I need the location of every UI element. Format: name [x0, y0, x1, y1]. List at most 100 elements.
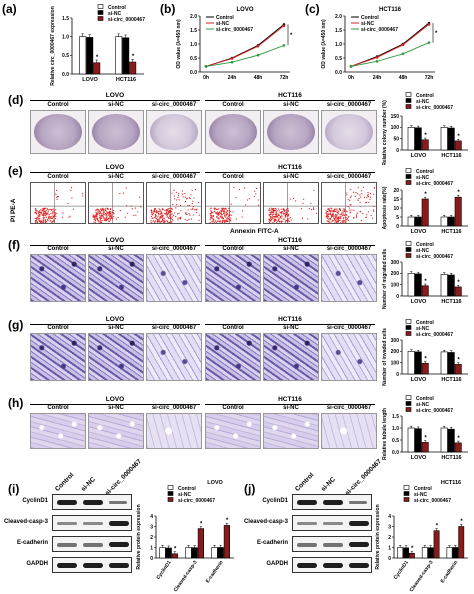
significance-mark: *	[174, 547, 177, 553]
blot-label-gapdh-j: GAPDH	[266, 561, 288, 567]
flow-event	[359, 201, 361, 203]
flow-event	[184, 219, 186, 221]
legend-swatch	[405, 168, 412, 173]
flow-event	[109, 215, 111, 218]
tube-image-hct-sinc	[263, 413, 319, 449]
flow-event	[172, 219, 174, 221]
y-tick-label: 15	[393, 197, 399, 203]
y-axis-label: OD value (λ=450 nm)	[176, 19, 182, 69]
bar	[191, 547, 198, 559]
y-tick-label: 3	[150, 524, 153, 530]
flow-event	[280, 212, 283, 214]
flow-event	[82, 195, 84, 197]
flow-event	[119, 192, 121, 195]
x-tick-label: E-cadherin	[205, 560, 225, 585]
flow-event	[108, 213, 110, 215]
blot-label-gapdh-i: GAPDH	[26, 561, 48, 567]
flow-event	[103, 219, 105, 222]
flow-event	[373, 205, 375, 208]
tube-image-lovo-sicirc	[146, 413, 202, 449]
flow-event	[164, 209, 166, 212]
flow-event	[171, 216, 173, 218]
flow-event	[196, 211, 198, 214]
flow-event	[230, 220, 232, 222]
flow-event	[335, 210, 337, 212]
data-point	[230, 57, 234, 60]
flow-event	[157, 211, 159, 213]
flow-event	[219, 215, 221, 217]
flow-event	[277, 219, 280, 221]
flow-event	[215, 212, 217, 214]
legend-swatch	[405, 325, 412, 330]
flow-event	[107, 212, 109, 215]
blot-strip-cyclind1-i	[52, 494, 132, 510]
blot-strip-ecad-i	[52, 536, 132, 552]
flow-event	[213, 222, 215, 223]
flow-event	[34, 217, 36, 219]
flow-event	[235, 197, 237, 199]
flow-event	[103, 208, 105, 210]
flow-event	[35, 209, 37, 212]
flow-event	[106, 217, 108, 219]
y-tick-label: 0.5	[190, 56, 197, 62]
legend-label: si-circ_0000467	[108, 17, 145, 23]
bar	[421, 362, 429, 375]
flow-event	[171, 207, 173, 210]
flow-event	[215, 208, 218, 211]
x-tick-label: LOVO	[411, 377, 427, 383]
flow-event	[45, 210, 47, 212]
flow-event	[345, 216, 347, 219]
bar	[447, 127, 455, 151]
flow-event	[350, 188, 352, 191]
flow-event	[98, 210, 100, 212]
flow-event	[341, 220, 343, 223]
flow-event	[179, 218, 182, 220]
legend-swatch	[405, 319, 412, 324]
col-control-hct-h: Control	[222, 405, 244, 411]
flow-event	[164, 222, 166, 223]
header-lovo-h: LOVO	[105, 396, 125, 403]
invasion-image-hct-sinc	[263, 333, 319, 381]
legend-label: si-NC	[108, 11, 121, 17]
flow-event	[332, 214, 334, 216]
flow-event	[225, 213, 227, 215]
col-control-hct-g: Control	[222, 325, 244, 331]
flow-event	[169, 217, 171, 219]
significance-mark: *	[411, 546, 414, 552]
col-sicirc-hct-e: si-circ_0000467	[326, 174, 372, 180]
y-tick-label: 0	[388, 556, 391, 562]
migration-image-lovo-sicirc	[146, 254, 202, 302]
flow-event	[308, 208, 310, 210]
header-hct116-d: HCT116	[278, 92, 302, 99]
chart-title: HCT116	[441, 480, 461, 486]
flow-event	[359, 205, 362, 207]
flow-event	[158, 218, 160, 220]
flow-plot-hct-sinc	[263, 182, 319, 224]
y-tick-label: 200	[391, 349, 400, 355]
flow-event	[281, 214, 283, 216]
flow-event	[238, 188, 241, 191]
flow-event	[285, 211, 288, 213]
flow-event	[46, 219, 49, 221]
flow-event	[97, 218, 99, 221]
significance-mark: *	[96, 55, 99, 61]
header-lovo-e: LOVO	[105, 164, 125, 171]
flow-event	[174, 212, 176, 214]
legend-swatch	[405, 241, 412, 246]
flow-event	[39, 215, 41, 217]
flow-event	[289, 217, 292, 219]
flow-event	[44, 220, 47, 222]
flow-event	[211, 217, 213, 219]
col-sinc-lovo-h: si-NC	[108, 405, 124, 411]
flow-event	[343, 208, 345, 210]
legend-label: si-circ_0000467	[414, 498, 451, 504]
flow-event	[70, 187, 73, 189]
x-tick-label: 0h	[203, 75, 209, 81]
flow-event	[360, 211, 362, 213]
flow-event	[169, 210, 171, 212]
significance-mark: *	[424, 356, 427, 362]
y-tick-label: 0.0	[190, 70, 197, 76]
flow-event	[360, 219, 362, 222]
flow-event	[274, 216, 276, 218]
flow-event	[349, 196, 352, 199]
